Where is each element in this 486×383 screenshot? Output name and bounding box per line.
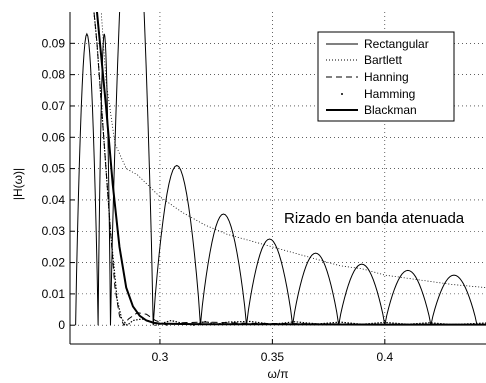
legend-label-bartlett: Bartlett — [364, 53, 403, 67]
x-tick-label: 0.35 — [261, 350, 285, 364]
series-layer — [75, 12, 486, 327]
y-tick-label: 0.07 — [42, 99, 66, 113]
y-tick-label: 0.06 — [42, 130, 66, 144]
y-tick-label: 0.09 — [42, 36, 66, 50]
legend-swatch-hamming — [341, 93, 343, 95]
y-tick-label: 0.08 — [42, 68, 66, 82]
legend-label-rectangular: Rectangular — [364, 37, 429, 51]
x-tick-label: 0.3 — [152, 350, 169, 364]
axes — [69, 12, 486, 345]
x-tick-label: 0.4 — [376, 350, 393, 364]
y-tick-label: 0.02 — [42, 256, 66, 270]
legend-label-blackman: Blackman — [364, 103, 417, 117]
x-axis-label: ω/π — [268, 367, 289, 381]
series-blackman-line — [95, 12, 486, 326]
y-tick-label: 0.03 — [42, 224, 66, 238]
annotation: Rizado en banda atenuada — [284, 210, 465, 227]
y-tick-label: 0.05 — [42, 162, 66, 176]
y-tick-label: 0.04 — [42, 193, 66, 207]
series-hanning-line — [93, 12, 486, 327]
series-bartlett-line — [100, 12, 486, 289]
y-axis-label: |H(ω)| — [11, 168, 25, 200]
ticks: 0 0.01 0.02 0.03 0.04 0.05 0.06 0.07 0.08 0.09 0.3… — [42, 36, 394, 364]
legend-label-hanning: Hanning — [364, 70, 409, 84]
y-tick-label: 0 — [58, 318, 65, 332]
legend: Rectangular Bartlett Hanning Hamming Bla… — [317, 31, 455, 122]
y-tick-label: 0.01 — [42, 287, 66, 301]
legend-label-hamming: Hamming — [364, 87, 415, 101]
